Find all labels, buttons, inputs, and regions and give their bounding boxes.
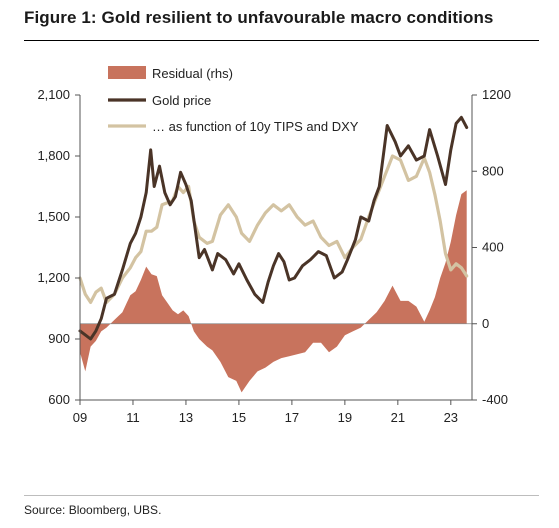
x-tick-label: 15 bbox=[232, 410, 246, 425]
x-tick-label: 17 bbox=[285, 410, 299, 425]
legend: Residual (rhs) Gold price … as function of… bbox=[108, 66, 359, 134]
gold-price-line bbox=[78, 115, 469, 341]
right-tick-label: -400 bbox=[482, 392, 508, 407]
right-tick-label: 1200 bbox=[482, 87, 511, 102]
chart-title: Figure 1: Gold resilient to unfavourable… bbox=[24, 8, 494, 27]
x-tick-label: 23 bbox=[444, 410, 458, 425]
left-tick-label: 900 bbox=[48, 331, 70, 346]
x-tick-label: 21 bbox=[391, 410, 405, 425]
x-tick-label: 19 bbox=[338, 410, 352, 425]
left-tick-label: 1,500 bbox=[37, 209, 70, 224]
left-tick-label: 2,100 bbox=[37, 87, 70, 102]
left-tick-label: 1,800 bbox=[37, 148, 70, 163]
legend-label: Gold price bbox=[152, 93, 211, 108]
gold-chart: Residual (rhs) Gold price … as function of… bbox=[37, 66, 511, 425]
title-divider bbox=[24, 40, 539, 41]
x-tick-label: 11 bbox=[126, 410, 140, 425]
legend-label: … as function of 10y TIPS and DXY bbox=[152, 119, 359, 134]
legend-swatch-residual bbox=[108, 66, 146, 79]
left-tick-label: 600 bbox=[48, 392, 70, 407]
right-tick-label: 800 bbox=[482, 163, 504, 178]
right-tick-label: 400 bbox=[482, 240, 504, 255]
residual-area bbox=[80, 190, 467, 393]
right-tick-label: 0 bbox=[482, 316, 489, 331]
source-note: Source: Bloomberg, UBS. bbox=[24, 503, 162, 517]
axes: 600 900 1,200 1,500 1,800 2,100 -400 0 400 800 120… bbox=[37, 87, 510, 425]
plot-area bbox=[78, 115, 472, 393]
legend-label: Residual (rhs) bbox=[152, 66, 233, 81]
x-tick-label: 13 bbox=[179, 410, 193, 425]
x-tick-label: 09 bbox=[73, 410, 87, 425]
left-tick-label: 1,200 bbox=[37, 270, 70, 285]
source-divider bbox=[24, 495, 539, 496]
model-line bbox=[78, 154, 469, 304]
